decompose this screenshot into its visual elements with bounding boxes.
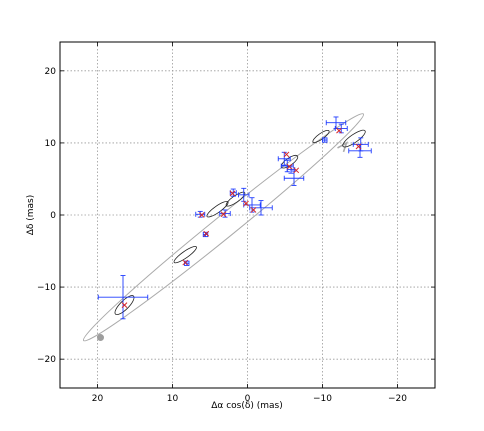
observation-errorbar xyxy=(238,187,250,202)
model-point-stroke xyxy=(355,143,362,150)
model-point xyxy=(220,211,227,218)
observation-errorbar xyxy=(97,275,149,320)
observation-errorbar xyxy=(277,151,291,166)
model-point-stroke xyxy=(250,207,257,213)
model-point-stroke xyxy=(121,302,128,308)
y-tick-label: −20 xyxy=(37,355,56,365)
model-point xyxy=(121,302,128,308)
observation-errorbar xyxy=(322,137,328,143)
orbit-layer xyxy=(82,113,365,342)
y-tick-label: −10 xyxy=(37,283,56,293)
x-tick-label: −20 xyxy=(388,394,407,404)
grid xyxy=(60,42,435,388)
x-tick-label: 20 xyxy=(92,394,104,404)
model-point-stroke xyxy=(286,163,293,170)
model-point-stroke xyxy=(182,259,189,266)
model-points xyxy=(121,127,362,308)
orbit-path xyxy=(82,113,365,342)
observation-errorbar xyxy=(348,143,372,158)
model-ellipse xyxy=(114,295,135,316)
model-ellipse xyxy=(173,246,197,264)
model-point-stroke xyxy=(220,211,227,218)
y-axis-label: Δδ (mas) xyxy=(26,195,36,236)
model-point-stroke xyxy=(336,127,342,134)
axis-ticks xyxy=(60,42,435,388)
model-point-stroke xyxy=(243,200,249,207)
y-tick-label: 10 xyxy=(45,139,57,149)
orbit-start-marker xyxy=(97,334,104,342)
model-ellipses xyxy=(114,129,366,316)
model-point xyxy=(286,163,293,170)
model-point xyxy=(203,230,210,237)
model-point xyxy=(293,167,300,174)
observation-errorbar xyxy=(249,200,273,216)
y-tick-label: 20 xyxy=(45,67,57,77)
x-tick-label: −10 xyxy=(313,394,332,404)
model-point-stroke xyxy=(229,190,236,197)
model-point xyxy=(229,190,236,197)
model-point xyxy=(250,207,257,213)
model-point xyxy=(182,259,189,266)
tick-labels: 20 10 0 −10 −20 −20 −10 0 10 20 xyxy=(37,67,407,404)
model-point xyxy=(355,143,362,150)
observation-errorbar xyxy=(219,209,231,218)
model-point xyxy=(243,200,249,207)
x-tick-label: 10 xyxy=(167,394,179,404)
orbit-direction-arrow xyxy=(337,141,348,153)
model-point xyxy=(198,212,205,218)
x-axis-label: Δα cos(δ) (mas) xyxy=(211,401,282,411)
model-ellipse xyxy=(342,129,366,148)
model-point-stroke xyxy=(203,230,210,237)
y-tick-label: 0 xyxy=(50,211,56,221)
x-tick-label: 0 xyxy=(245,394,251,404)
model-point-stroke xyxy=(283,151,290,158)
model-point-stroke xyxy=(198,212,205,218)
model-point xyxy=(283,151,290,158)
model-point xyxy=(336,127,342,134)
model-point-stroke xyxy=(293,167,300,174)
